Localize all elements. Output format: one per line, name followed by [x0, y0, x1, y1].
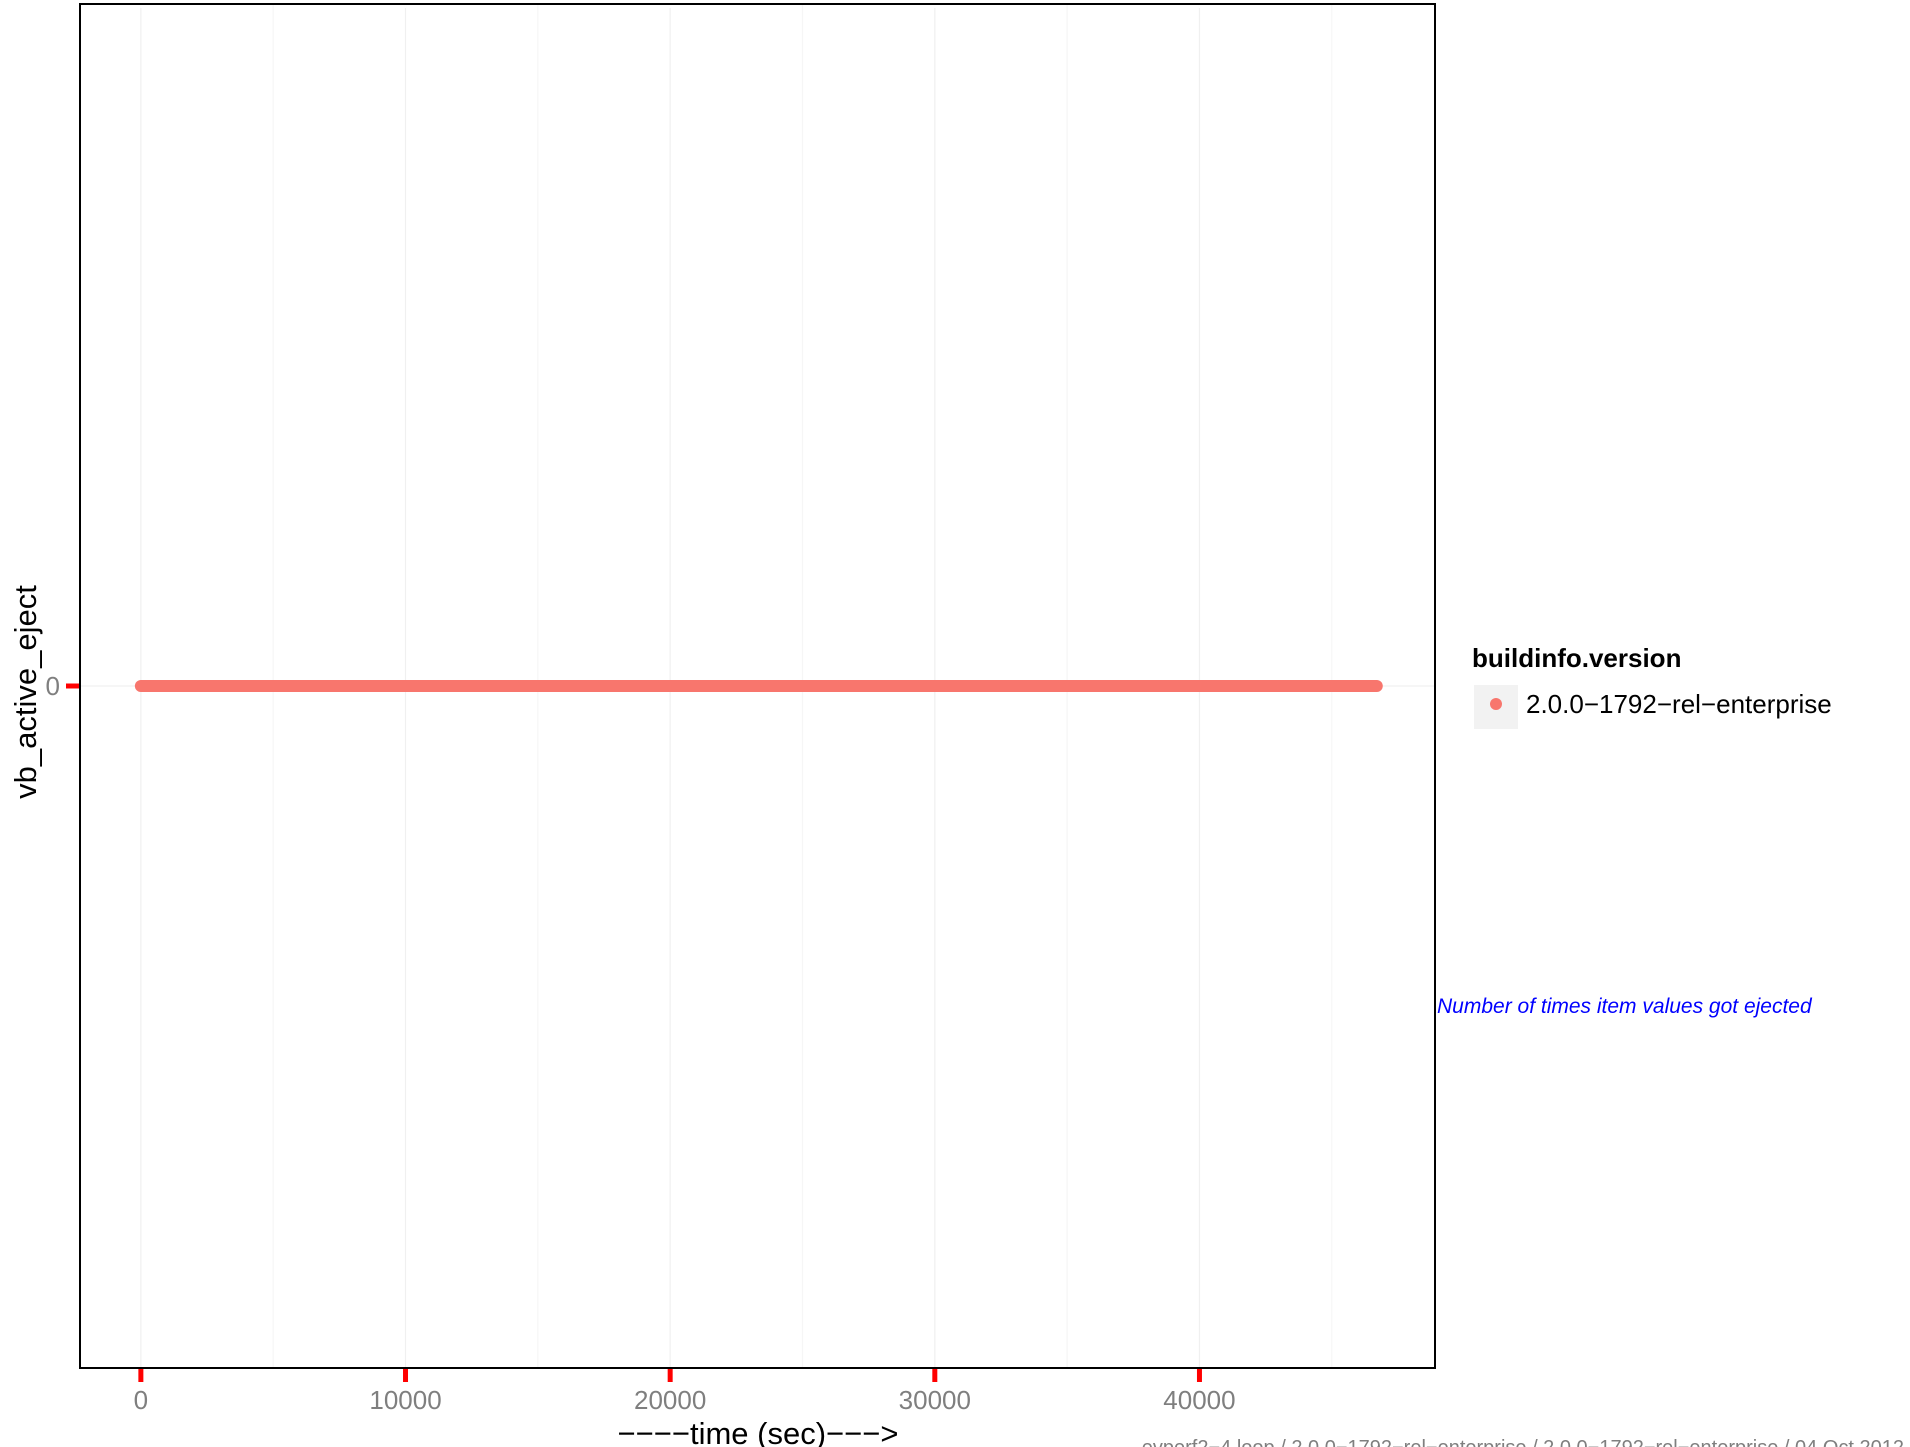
- annotation-text: Number of times item values got ejected: [1437, 995, 1813, 1018]
- x-tick-label: 40000: [1163, 1385, 1235, 1415]
- x-tick-label: 30000: [899, 1385, 971, 1415]
- x-axis-title: −−−−time (sec)−−−>: [618, 1416, 899, 1447]
- x-axis-ticks: 0 10000 20000 30000 40000: [134, 2, 1236, 1415]
- legend-key-point: [1490, 698, 1502, 710]
- legend-label: 2.0.0−1792−rel−enterprise: [1526, 689, 1832, 719]
- y-tick-label: 0: [46, 671, 60, 701]
- legend: buildinfo.version 2.0.0−1792−rel−enterpr…: [1472, 643, 1832, 729]
- y-axis-title: vb_active_eject: [8, 585, 43, 799]
- x-tick-label: 20000: [634, 1385, 706, 1415]
- y-axis-ticks: 0: [46, 671, 1438, 701]
- plot-panel-border: [79, 3, 1436, 1369]
- caption: evperf2−4.loop / 2.0.0−1792−rel−enterpri…: [1142, 1437, 1904, 1447]
- x-tick-label: 0: [134, 1385, 148, 1415]
- legend-title: buildinfo.version: [1472, 643, 1681, 673]
- x-tick-label: 10000: [369, 1385, 441, 1415]
